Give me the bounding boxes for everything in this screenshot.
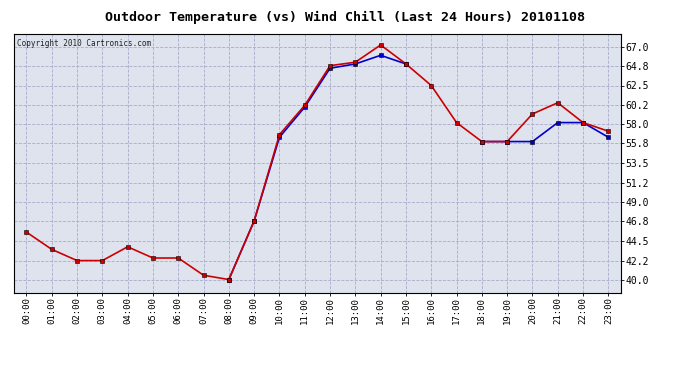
Text: Copyright 2010 Cartronics.com: Copyright 2010 Cartronics.com	[17, 39, 151, 48]
Text: Outdoor Temperature (vs) Wind Chill (Last 24 Hours) 20101108: Outdoor Temperature (vs) Wind Chill (Las…	[105, 11, 585, 24]
